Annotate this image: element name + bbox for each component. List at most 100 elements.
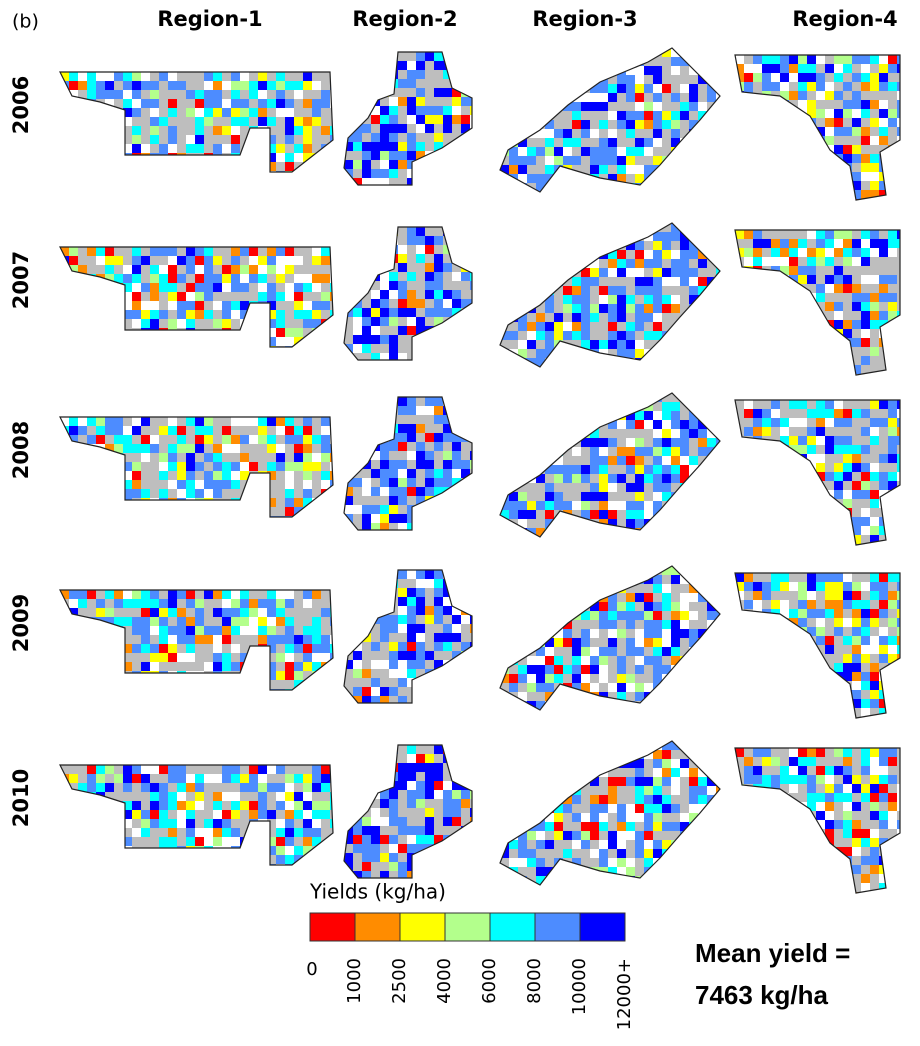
map-cell (716, 102, 720, 111)
map-cell (572, 75, 581, 84)
map-cell (735, 100, 744, 109)
map-cell (626, 750, 635, 759)
map-cell (312, 337, 321, 346)
map-cell (545, 349, 554, 358)
map-cell (680, 57, 689, 66)
map-cell (897, 239, 900, 248)
map-cell (204, 774, 213, 783)
map-cell (231, 507, 240, 516)
map-cell (689, 750, 698, 759)
map-cell (303, 498, 312, 507)
map-cell (599, 620, 608, 629)
map-cell (635, 777, 644, 786)
legend-swatch (534, 912, 581, 942)
map-cell (870, 418, 879, 427)
map-cell (753, 856, 762, 865)
map-cell (168, 792, 177, 801)
map-cell (461, 88, 470, 97)
map-cell (500, 674, 509, 683)
map-cell (744, 757, 753, 766)
map-cell (644, 701, 653, 710)
map-cell (744, 699, 753, 708)
map-cell (545, 465, 554, 474)
map-cell (114, 689, 123, 690)
map-cell (141, 671, 150, 680)
map-cell (689, 674, 698, 683)
map-cell (608, 584, 617, 593)
map-cell (470, 460, 472, 469)
map-cell (389, 335, 398, 344)
map-cell (780, 573, 789, 582)
map-cell (897, 91, 900, 100)
map-cell (452, 326, 461, 335)
map-cell (159, 453, 168, 462)
map-cell (470, 745, 472, 754)
map-cell (312, 626, 321, 635)
map-cell (258, 171, 267, 172)
map-cell (527, 420, 536, 429)
map-cell (590, 768, 599, 777)
map-cell (123, 644, 132, 653)
map-cell (105, 507, 114, 516)
map-cell (249, 274, 258, 283)
map-cell (204, 819, 213, 828)
map-cell (662, 492, 671, 501)
map-cell (744, 847, 753, 856)
map-cell (213, 653, 222, 662)
map-cell (653, 620, 662, 629)
map-cell (344, 61, 353, 70)
map-cell (852, 690, 861, 699)
map-cell (671, 232, 680, 241)
map-cell (861, 275, 870, 284)
map-cell (897, 526, 900, 535)
map-cell (141, 337, 150, 346)
map-cell (303, 626, 312, 635)
map-cell (303, 507, 312, 516)
map-cell (671, 223, 680, 232)
map-cell (416, 597, 425, 606)
map-cell (798, 838, 807, 847)
map-cell (213, 837, 222, 846)
map-cell (371, 106, 380, 115)
map-cell (771, 526, 780, 535)
map-cell (716, 656, 720, 665)
map-cell (807, 829, 816, 838)
map-cell (231, 662, 240, 671)
map-cell (380, 754, 389, 763)
map-cell (617, 331, 626, 340)
map-cell (96, 346, 105, 347)
map-cell (707, 358, 716, 367)
map-cell (771, 690, 780, 699)
map-cell (536, 683, 545, 692)
map-cell (407, 763, 416, 772)
map-cell (689, 138, 698, 147)
map-cell (470, 451, 472, 460)
map-cell (443, 817, 452, 826)
map-cell (716, 483, 720, 492)
map-cell (879, 699, 888, 708)
map-cell (204, 435, 213, 444)
map-cell (762, 793, 771, 802)
map-cell (132, 617, 141, 626)
map-cell (344, 299, 353, 308)
map-cell (789, 199, 798, 200)
map-cell (626, 268, 635, 277)
map-cell (653, 84, 662, 93)
map-cell (716, 241, 720, 250)
map-cell (353, 79, 362, 88)
map-cell (852, 454, 861, 463)
map-cell (698, 358, 707, 367)
map-cell (69, 126, 78, 135)
map-cell (554, 241, 563, 250)
map-cell (407, 588, 416, 597)
map-cell (554, 665, 563, 674)
map-cell (87, 72, 96, 81)
map-cell (222, 471, 231, 480)
map-cell (461, 844, 470, 853)
map-cell (545, 674, 554, 683)
map-cell (371, 678, 380, 687)
map-cell (500, 93, 509, 102)
map-cell (213, 81, 222, 90)
map-cell (78, 444, 87, 453)
map-cell (258, 608, 267, 617)
